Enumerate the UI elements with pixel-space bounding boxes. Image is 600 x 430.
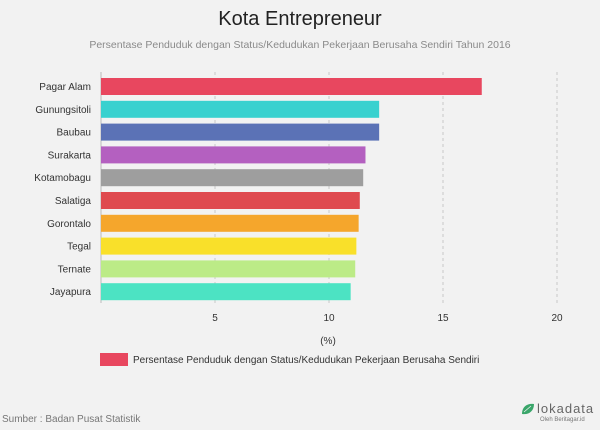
x-axis-label: (%) — [320, 336, 336, 347]
bar — [101, 260, 356, 278]
legend-swatch — [100, 353, 128, 366]
logo-name: lokadata — [537, 401, 594, 416]
chart-title: Kota Entrepreneur — [218, 8, 382, 30]
x-tick-label: 10 — [323, 313, 335, 324]
category-label: Surakarta — [48, 150, 92, 161]
x-tick-labels: 5 10 15 20 — [212, 313, 563, 324]
category-label: Ternate — [58, 264, 92, 275]
leaf-icon — [522, 403, 534, 415]
legend: Persentase Penduduk dengan Status/Kedudu… — [100, 353, 479, 366]
bar — [101, 146, 366, 164]
source-note: Sumber : Badan Pusat Statistik — [2, 414, 141, 425]
category-label: Tegal — [67, 242, 91, 253]
x-tick-label: 5 — [212, 313, 218, 324]
chart-subtitle: Persentase Penduduk dengan Status/Kedudu… — [89, 39, 510, 51]
bar — [101, 214, 359, 232]
category-label: Kotamobagu — [34, 173, 91, 184]
x-tick-label: 20 — [551, 313, 563, 324]
category-label: Baubau — [57, 128, 91, 139]
category-label: Gunungsitoli — [35, 105, 91, 116]
bar — [101, 78, 482, 95]
bar — [101, 169, 364, 187]
x-tick-label: 15 — [437, 313, 449, 324]
bar — [101, 192, 360, 209]
bar — [101, 283, 351, 301]
logo-tagline: Oleh Beritagar.id — [540, 417, 585, 423]
category-label: Salatiga — [55, 196, 92, 207]
category-labels: Pagar Alam Gunungsitoli Baubau Surakarta Kot… — [34, 82, 91, 298]
legend-label: Persentase Penduduk dengan Status/Kedudu… — [133, 355, 479, 366]
category-label: Gorontalo — [47, 219, 91, 230]
category-label: Pagar Alam — [39, 82, 91, 93]
category-label: Jayapura — [50, 287, 92, 298]
logo: lokadata Oleh Beritagar.id — [522, 401, 594, 423]
bar — [101, 237, 357, 255]
bar — [101, 123, 380, 141]
bar — [101, 100, 380, 118]
bars — [101, 78, 482, 301]
